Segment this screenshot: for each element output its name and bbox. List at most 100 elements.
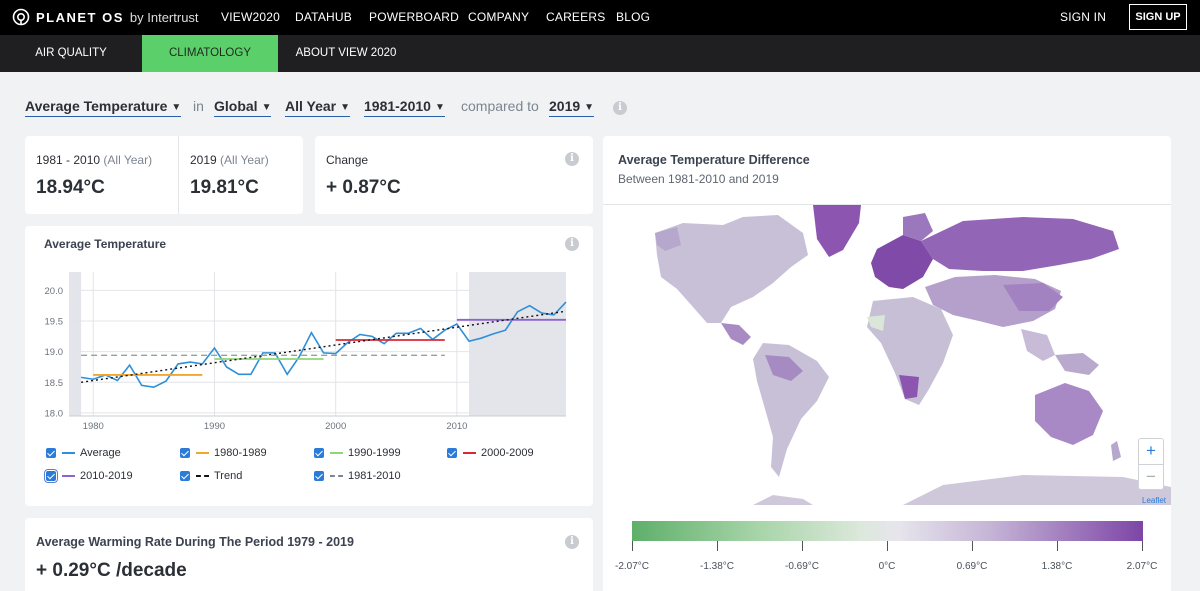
legend-label: 2000-2009 xyxy=(481,447,534,459)
scale-tick-mark xyxy=(972,541,973,551)
legend-swatch xyxy=(330,475,343,477)
sign-in-link[interactable]: SIGN IN xyxy=(1060,10,1107,24)
nav-view2020[interactable]: VIEW2020 xyxy=(221,10,280,24)
top-navbar: PLANET OS by Intertrust VIEW2020 DATAHUB… xyxy=(0,0,1200,35)
zoom-in-button[interactable]: + xyxy=(1146,441,1156,460)
map-zoom-control: + − xyxy=(1138,438,1164,490)
legend-1980-1989[interactable]: 1980-1989 xyxy=(180,447,267,459)
current-period-label: 2019 xyxy=(190,153,217,167)
nav-careers[interactable]: CAREERS xyxy=(546,10,606,24)
info-icon[interactable]: i xyxy=(565,535,579,549)
change-card: Change + 0.87°C i xyxy=(315,136,593,214)
baseline-period-suffix: (All Year) xyxy=(103,153,153,167)
legend-trend[interactable]: Trend xyxy=(180,470,242,482)
legend-2000-2009[interactable]: 2000-2009 xyxy=(447,447,534,459)
checkbox-icon xyxy=(46,448,56,458)
chevron-down-icon: ▼ xyxy=(340,102,351,113)
sign-up-button[interactable]: SIGN UP xyxy=(1129,4,1187,30)
world-map[interactable] xyxy=(603,205,1171,505)
x-tick-label: 1990 xyxy=(204,421,225,432)
baseline-period-label: 1981 - 2010 xyxy=(36,153,101,167)
chevron-down-icon: ▼ xyxy=(171,102,182,113)
in-label: in xyxy=(193,98,204,114)
checkbox-icon xyxy=(180,471,190,481)
baseline-value: 1981-2010 xyxy=(364,98,431,114)
card-divider xyxy=(178,136,179,214)
info-icon[interactable]: i xyxy=(613,101,627,115)
info-icon[interactable]: i xyxy=(565,237,579,251)
nav-company[interactable]: COMPANY xyxy=(468,10,530,24)
compared-to-label: compared to xyxy=(461,98,539,114)
info-icon[interactable]: i xyxy=(565,152,579,166)
y-tick-label: 19.5 xyxy=(45,317,64,328)
shaded-range xyxy=(469,272,566,416)
legend-1990-1999[interactable]: 1990-1999 xyxy=(314,447,401,459)
map-region xyxy=(753,343,829,477)
sub-navbar: AIR QUALITY CLIMATOLOGY ABOUT VIEW 2020 xyxy=(0,35,1200,72)
baseline-dropdown[interactable]: 1981-2010 ▼ xyxy=(364,98,445,117)
legend-label: Average xyxy=(80,447,121,459)
scale-tick-mark xyxy=(1057,541,1058,551)
legend-average[interactable]: Average xyxy=(46,447,121,459)
x-tick-label: 2010 xyxy=(446,421,467,432)
legend-swatch xyxy=(196,475,209,477)
planet-os-logo-icon xyxy=(12,8,30,26)
map-region xyxy=(655,227,681,251)
scale-tick-label: 1.38°C xyxy=(1041,561,1073,572)
map-region xyxy=(1055,353,1099,375)
leaflet-attribution-link[interactable]: Leaflet xyxy=(1142,496,1167,505)
scale-tick-label: -1.38°C xyxy=(699,561,735,572)
nav-blog[interactable]: BLOG xyxy=(616,10,651,24)
map-region xyxy=(655,215,808,323)
map-region xyxy=(1021,329,1055,361)
legend-swatch xyxy=(62,475,75,477)
scale-tick-mark xyxy=(802,541,803,551)
brand-byline: by Intertrust xyxy=(129,9,199,25)
comparison-year-dropdown[interactable]: 2019 ▼ xyxy=(549,98,595,117)
shaded-range xyxy=(69,272,82,416)
season-dropdown[interactable]: All Year ▼ xyxy=(285,98,351,117)
checkbox-icon xyxy=(314,471,324,481)
map-region xyxy=(753,495,813,505)
series-line-average xyxy=(81,301,567,389)
scale-tick-mark xyxy=(887,541,888,551)
nav-powerboard[interactable]: POWERBOARD xyxy=(369,10,460,24)
map-region xyxy=(813,205,861,257)
map-region xyxy=(867,315,885,331)
current-value: 19.81°C xyxy=(190,177,259,198)
legend-1981-2010[interactable]: 1981-2010 xyxy=(314,470,401,482)
legend-swatch xyxy=(62,452,75,454)
brand-logo[interactable]: PLANET OS by Intertrust xyxy=(12,8,199,26)
scale-tick-label: 0°C xyxy=(878,561,896,572)
nav-datahub[interactable]: DATAHUB xyxy=(295,10,352,24)
tab-air-quality[interactable]: AIR QUALITY xyxy=(35,47,107,59)
x-tick-label: 1980 xyxy=(83,421,104,432)
region-dropdown[interactable]: Global ▼ xyxy=(214,98,272,117)
zoom-out-button[interactable]: − xyxy=(1139,464,1163,489)
map-header-divider xyxy=(603,204,1171,205)
scale-tick-mark xyxy=(717,541,718,551)
chevron-down-icon: ▼ xyxy=(434,102,445,113)
legend-label: 1981-2010 xyxy=(348,470,401,482)
legend-2010-2019[interactable]: 2010-2019 xyxy=(44,469,133,483)
scale-tick-mark xyxy=(632,541,633,551)
y-tick-label: 20.0 xyxy=(45,286,64,297)
map-region xyxy=(867,297,953,405)
baseline-value: 18.94°C xyxy=(36,177,105,198)
map-region xyxy=(1111,441,1121,461)
tab-climatology[interactable]: CLIMATOLOGY xyxy=(142,35,278,72)
legend-swatch xyxy=(463,452,476,454)
average-temperature-card: Average Temperature i 18.0 18.5 19.0 19.5 20… xyxy=(25,226,593,506)
x-tick-label: 2000 xyxy=(325,421,346,432)
y-tick-label: 18.0 xyxy=(45,408,64,419)
map-title: Average Temperature Difference xyxy=(618,153,810,167)
map-region xyxy=(1003,283,1063,311)
variable-dropdown[interactable]: Average Temperature ▼ xyxy=(25,98,182,117)
scale-tick-label: 0.69°C xyxy=(956,561,988,572)
change-value: + 0.87°C xyxy=(326,177,401,198)
tab-about-view-2020[interactable]: ABOUT VIEW 2020 xyxy=(295,47,397,59)
temperature-difference-map-card: Average Temperature Difference Between 1… xyxy=(603,136,1171,591)
region-value: Global xyxy=(214,98,258,114)
scale-tick-label: 2.07°C xyxy=(1126,561,1158,572)
temperature-color-scale xyxy=(632,521,1143,541)
